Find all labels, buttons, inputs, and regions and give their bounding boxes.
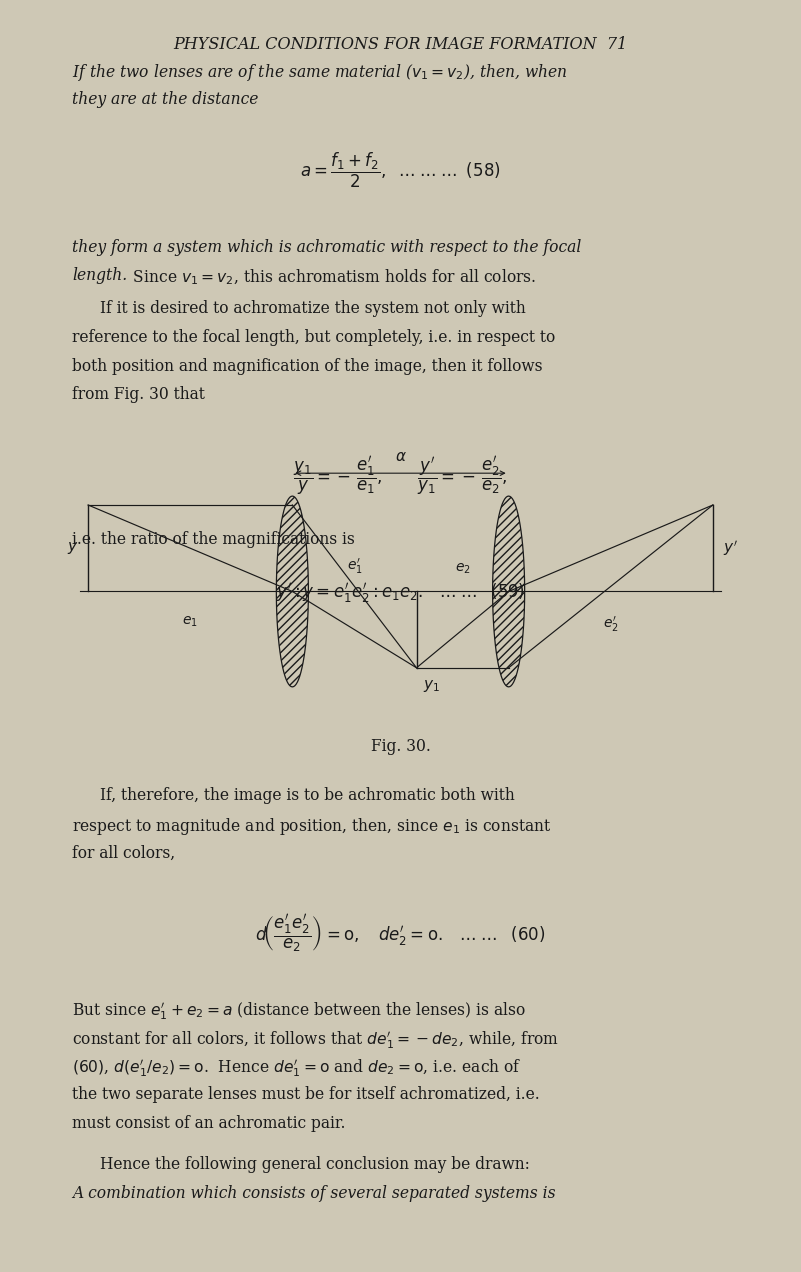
Text: length.: length. [72,267,127,285]
Text: But since $e_1^{\prime} + e_2 = a$ (distance between the lenses) is also: But since $e_1^{\prime} + e_2 = a$ (dist… [72,1000,526,1021]
Text: both position and magnification of the image, then it follows: both position and magnification of the i… [72,357,542,375]
Text: constant for all colors, it follows that $de_1^{\prime} = -de_2$, while, from: constant for all colors, it follows that… [72,1029,559,1051]
Text: $e_2'$: $e_2'$ [603,614,618,633]
Text: $(60)$, $d(e_1^{\prime}/e_2) = \mathrm{o}$.  Hence $de_1^{\prime} = \mathrm{o}$ : $(60)$, $d(e_1^{\prime}/e_2) = \mathrm{o… [72,1058,521,1079]
Text: for all colors,: for all colors, [72,845,175,861]
Text: Since $v_1 = v_2$, this achromatism holds for all colors.: Since $v_1 = v_2$, this achromatism hold… [123,267,536,287]
Text: $y$: $y$ [67,541,78,556]
Text: If, therefore, the image is to be achromatic both with: If, therefore, the image is to be achrom… [100,787,515,804]
Text: they are at the distance: they are at the distance [72,92,259,108]
Text: $e_2$: $e_2$ [455,562,470,576]
Text: If it is desired to achromatize the system not only with: If it is desired to achromatize the syst… [100,300,526,317]
Text: reference to the focal length, but completely, i.e. in respect to: reference to the focal length, but compl… [72,329,555,346]
Text: the two separate lenses must be for itself achromatized, i.e.: the two separate lenses must be for itse… [72,1086,540,1103]
Text: $e_1'$: $e_1'$ [347,557,362,576]
Text: $\dfrac{y_1}{y} = -\,\dfrac{e_1^{\prime}}{e_1},\qquad \dfrac{y^{\prime}}{y_1} = : $\dfrac{y_1}{y} = -\,\dfrac{e_1^{\prime}… [293,455,508,497]
Text: $a = \dfrac{f_1 + f_2}{2},\;\;\ldots\;\ldots\;\ldots\;\;(58)$: $a = \dfrac{f_1 + f_2}{2},\;\;\ldots\;\l… [300,151,501,191]
Text: i.e. the ratio of the magnifications is: i.e. the ratio of the magnifications is [72,532,355,548]
Text: Hence the following general conclusion may be drawn:: Hence the following general conclusion m… [100,1156,530,1173]
Text: they form a system which is achromatic with respect to the focal: they form a system which is achromatic w… [72,239,582,256]
Text: $d\!\left(\dfrac{e_1^{\prime}e_2^{\prime}}{e_2}\right) = \mathrm{o},\quad de_2^{: $d\!\left(\dfrac{e_1^{\prime}e_2^{\prime… [256,913,545,955]
Text: PHYSICAL CONDITIONS FOR IMAGE FORMATION  71: PHYSICAL CONDITIONS FOR IMAGE FORMATION … [174,36,627,53]
Text: $y'$: $y'$ [723,538,738,558]
Text: If the two lenses are of the same material ($v_1 = v_2$), then, when: If the two lenses are of the same materi… [72,62,568,84]
Text: Fig. 30.: Fig. 30. [371,738,430,754]
Text: A combination which consists of several separated systems is: A combination which consists of several … [72,1186,556,1202]
Text: $y^{\prime} : y = e_1^{\prime}e_2^{\prime} : e_1 e_2.\;\;\;\ldots\;\ldots\;\;\;(: $y^{\prime} : y = e_1^{\prime}e_2^{\prim… [276,580,525,604]
Text: $e_1$: $e_1$ [183,614,198,628]
Text: respect to magnitude and position, then, since $e_1$ is constant: respect to magnitude and position, then,… [72,815,552,837]
Text: $y_1$: $y_1$ [423,678,440,695]
Text: must consist of an achromatic pair.: must consist of an achromatic pair. [72,1116,345,1132]
Text: $\alpha$: $\alpha$ [395,450,406,464]
Text: from Fig. 30 that: from Fig. 30 that [72,387,205,403]
